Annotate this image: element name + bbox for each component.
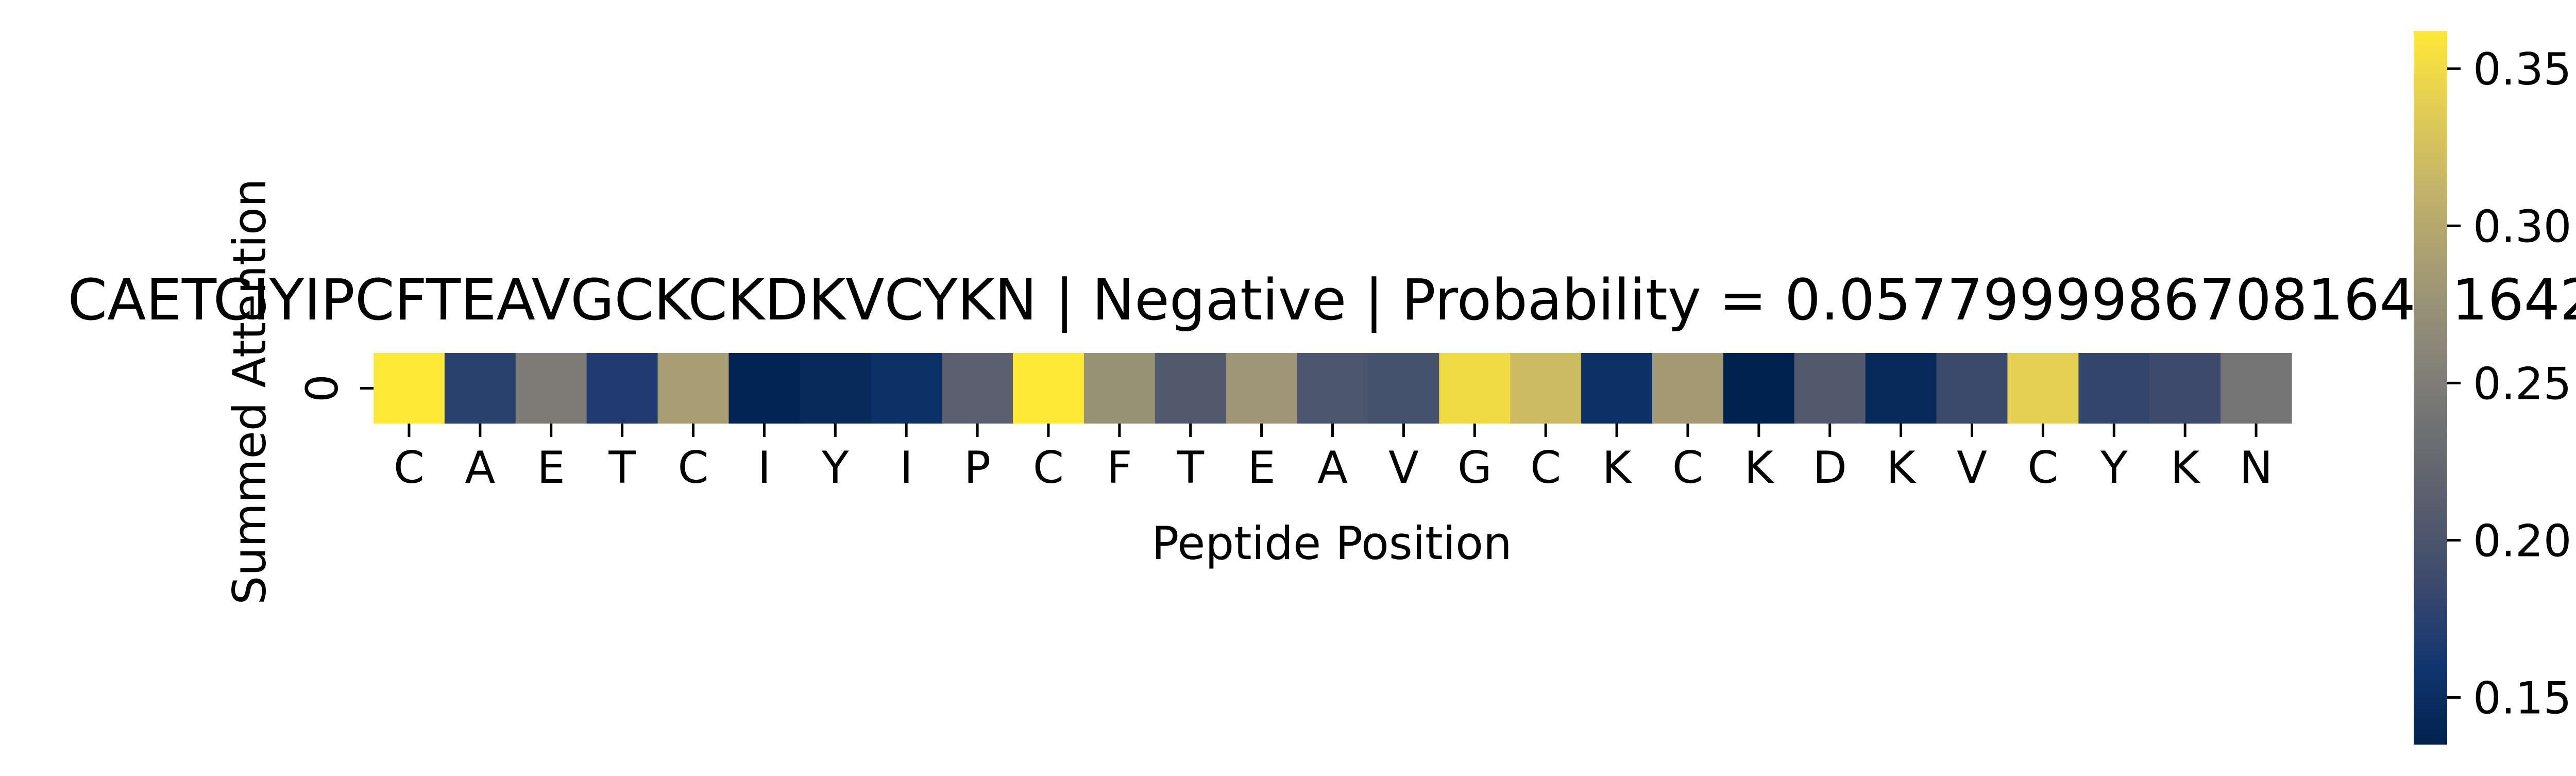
x-axis-label: Peptide Position [1151,517,1512,570]
heatmap-cell [515,353,587,424]
heatmap-cell [1013,353,1084,424]
heatmap-cell [2221,353,2292,424]
x-tick-label: K [1886,442,1917,494]
heatmap-cell [1439,353,1511,424]
x-tick-label: I [758,442,771,494]
x-tick-label: T [608,442,636,494]
x-tick-label: N [2240,442,2273,494]
colorbar: 0.15 0.20 0.25 0.30 0.35 [2414,31,2571,745]
y-tick-label: 0 [297,374,348,402]
x-tick-label: I [900,442,912,494]
x-tick-label: E [537,442,565,494]
heatmap-cell [1936,353,2008,424]
heatmap-cell [2149,353,2221,424]
heatmap-cell [728,353,800,424]
heatmap-cell [1297,353,1369,424]
heatmap-cell [444,353,516,424]
heatmap-cell [1510,353,1582,424]
heatmap-cell [2078,353,2150,424]
x-tick-label: E [1247,442,1275,494]
heatmap-cell [1652,353,1724,424]
x-tick-label: C [677,442,708,494]
x-tick-label: K [2171,442,2201,494]
colorbar-tick-label: 0.20 [2473,515,2571,567]
heatmap-cell [1226,353,1298,424]
x-tick-label: D [1813,442,1847,494]
heatmap-cell [1794,353,1866,424]
colorbar-tick-label: 0.25 [2473,358,2571,410]
x-tick-label: C [1033,442,1064,494]
colorbar-ticks: 0.15 0.20 0.25 0.30 0.35 [2447,44,2571,724]
heatmap-cell [586,353,658,424]
colorbar-tick-label: 0.30 [2473,201,2571,252]
heatmap-cell [1723,353,1795,424]
heatmap-cell [657,353,730,424]
y-axis-label: Summed Attention [223,178,276,604]
x-tick-label: C [1672,442,1703,494]
colorbar-tick-label: 0.15 [2473,672,2571,724]
heatmap-cells [374,353,2292,424]
heatmap-cell [1083,353,1156,424]
heatmap-cell [2007,353,2079,424]
x-tick-label: V [1957,442,1987,494]
x-tick-label: C [1530,442,1561,494]
x-tick-label: C [2027,442,2058,494]
heatmap-cell [374,353,445,424]
x-tick-label: V [1388,442,1419,494]
heatmap-cell [1155,353,1227,424]
x-tick-label: A [1317,442,1348,494]
heatmap-cell [942,353,1013,424]
chart-title: CAETCIYIPCFTEAVGCKCKDKVCYKN | Negative |… [67,267,2576,333]
x-tick-label: A [465,442,495,494]
x-tick-label: K [1602,442,1633,494]
x-tick-label: Y [821,442,849,494]
heatmap-cell [871,353,942,424]
heatmap-cell [800,353,871,424]
x-tick-label: Y [2100,442,2128,494]
y-axis-ticks: 0 [297,374,374,402]
colorbar-tick-label: 0.35 [2473,44,2571,95]
colorbar-gradient [2414,31,2447,745]
heatmap-cell [1581,353,1653,424]
x-tick-label: P [964,442,991,494]
x-tick-label: G [1458,442,1492,494]
x-tick-label: C [394,442,425,494]
heatmap-cell [1368,353,1439,424]
x-tick-label: T [1176,442,1204,494]
x-tick-label: F [1107,442,1132,494]
x-tick-label: K [1744,442,1775,494]
heatmap-cell [1865,353,1937,424]
